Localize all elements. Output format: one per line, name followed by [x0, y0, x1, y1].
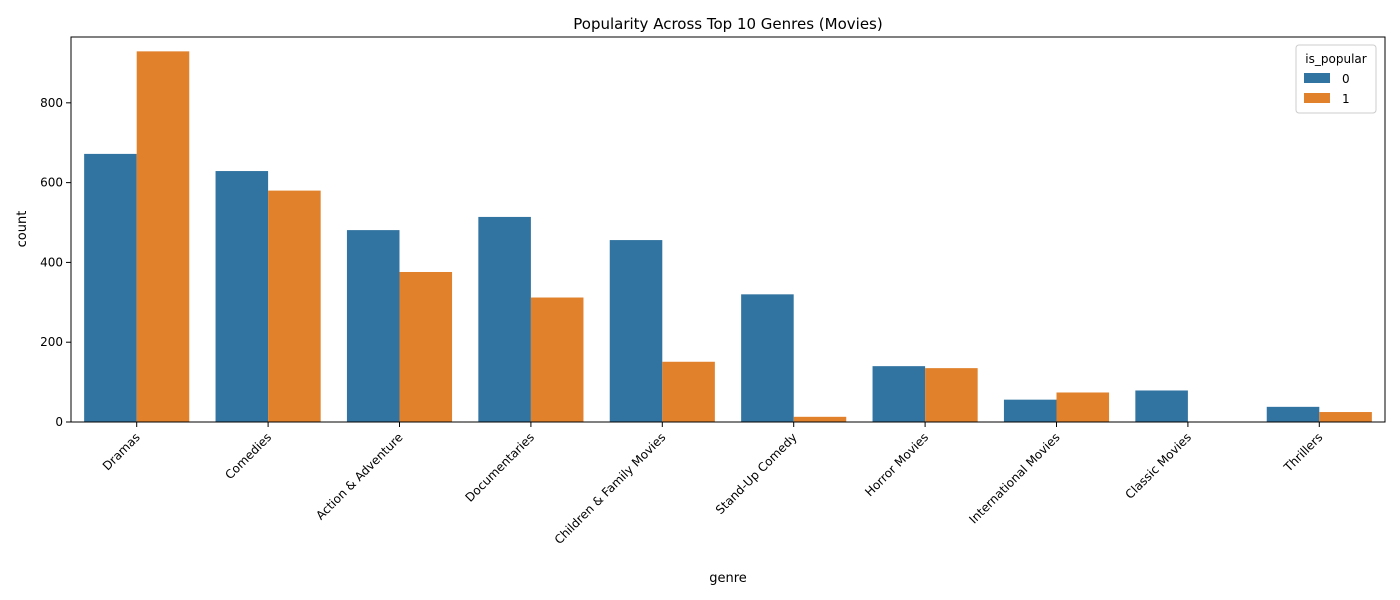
legend-swatch-0 [1304, 73, 1330, 83]
bar-documentaries-1 [530, 297, 584, 422]
bar-international-movies-0 [1003, 399, 1057, 422]
bar-thrillers-0 [1266, 406, 1320, 422]
legend-label-1: 1 [1342, 92, 1350, 106]
x-tick-label: Children & Family Movies [552, 430, 669, 547]
bar-thrillers-1 [1319, 412, 1372, 422]
x-tick-label: Action & Adventure [313, 430, 405, 522]
bar-stand-up-comedy-0 [741, 294, 794, 422]
legend-label-0: 0 [1342, 72, 1350, 86]
bar-action-adventure-1 [399, 271, 453, 422]
bar-stand-up-comedy-1 [793, 416, 847, 422]
plot-frame [70, 36, 1386, 423]
y-tick-label: 0 [55, 415, 63, 429]
plot-area [70, 36, 1386, 423]
chart-title: Popularity Across Top 10 Genres (Movies) [573, 15, 882, 33]
x-tick-label: Classic Movies [1123, 430, 1194, 501]
bar-dramas-1 [136, 51, 190, 423]
bar-dramas-0 [84, 153, 137, 422]
legend-title: is_popular [1305, 52, 1366, 66]
x-tick-label: Stand-Up Comedy [713, 430, 800, 517]
bar-children-family-movies-0 [609, 240, 663, 422]
bar-comedies-1 [268, 190, 321, 422]
x-tick-label: Comedies [222, 430, 274, 482]
y-tick-label: 400 [40, 255, 63, 269]
y-tick-label: 800 [40, 96, 63, 110]
x-tick-label: Dramas [100, 430, 143, 473]
x-tick-label: Thrillers [1281, 430, 1326, 475]
legend-swatch-1 [1304, 93, 1330, 103]
y-tick-label: 600 [40, 176, 63, 190]
x-tick-label: Documentaries [462, 430, 537, 505]
y-axis-ticks: 0 200 400 600 800 [40, 96, 71, 429]
bar-comedies-0 [215, 171, 269, 422]
x-tick-label: International Movies [966, 430, 1062, 526]
x-axis-ticks: Dramas Comedies Action & Adventure Document… [100, 422, 1326, 547]
legend: is_popular 0 1 [1295, 44, 1377, 114]
bar-action-adventure-0 [346, 230, 400, 422]
y-axis-label: count [15, 211, 30, 248]
x-tick-label: Horror Movies [862, 430, 931, 499]
bar-international-movies-1 [1056, 392, 1110, 422]
bar-children-family-movies-1 [662, 361, 715, 422]
bar-classic-movies-0 [1135, 390, 1188, 422]
y-tick-label: 200 [40, 335, 63, 349]
bar-documentaries-0 [478, 216, 531, 422]
bar-horror-movies-0 [872, 366, 926, 422]
bar-horror-movies-1 [925, 368, 978, 422]
x-axis-label: genre [709, 571, 747, 586]
